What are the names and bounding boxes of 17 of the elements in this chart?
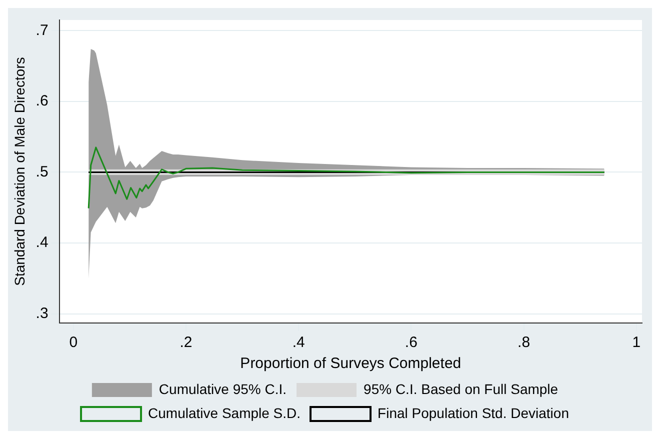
legend-label: Cumulative 95% C.I. [158,380,287,397]
y-axis-title: Standard Deviation of Male Directors [11,57,28,286]
x-axis-title: Proportion of Surveys Completed [240,355,462,372]
x-tick-label: 0 [69,334,78,352]
y-tick-label: .7 [36,22,48,39]
x-tick-label: .8 [518,334,530,352]
y-tick-label: .4 [36,234,48,252]
x-tick-label: .2 [180,334,192,352]
x-tick-label: .4 [292,334,305,352]
y-tick-label: .6 [36,92,48,110]
y-tick-label: .5 [36,163,48,180]
legend-label: Final Population Std. Deviation [378,404,569,421]
x-tick-label: .6 [404,334,418,352]
legend-label: 95% C.I. Based on Full Sample [364,380,558,397]
x-tick-label: 1 [632,334,641,352]
legend-label: Cumulative Sample S.D. [148,404,301,421]
y-tick-label: .3 [36,304,48,322]
